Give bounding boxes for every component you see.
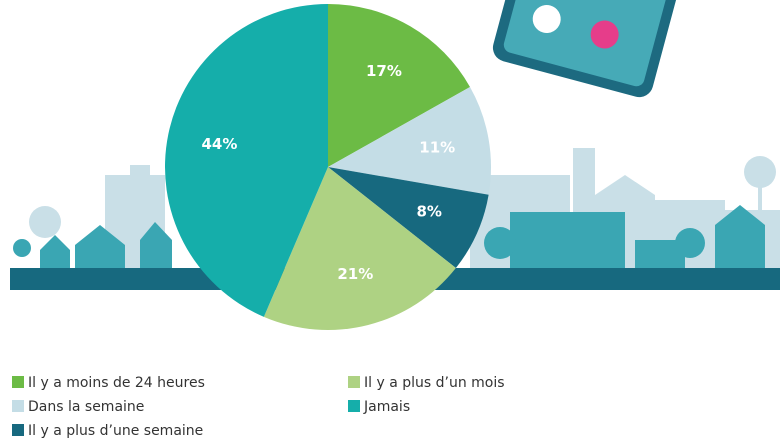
pie-slice	[263, 167, 456, 330]
legend-label: Il y a plus d’un mois	[364, 375, 505, 391]
legend-swatch	[348, 400, 360, 412]
data-label: 11%	[419, 139, 455, 157]
legend-label: Il y a plus d’une semaine	[28, 423, 203, 439]
background-illustration	[10, 0, 780, 290]
data-label: 21%	[337, 265, 373, 283]
data-label: 8%	[416, 203, 441, 221]
legend-swatch	[348, 376, 360, 388]
legend-swatch	[12, 424, 24, 436]
pie-slice	[328, 167, 489, 269]
legend-label: Il y a moins de 24 heures	[28, 375, 205, 391]
legend-swatch	[12, 376, 24, 388]
pie: 17% 11% 8% 21% 44%	[164, 4, 491, 330]
legend-label: Jamais	[363, 399, 410, 415]
legend-swatch	[12, 400, 24, 412]
data-label: 17%	[366, 62, 402, 80]
pie-slice	[328, 4, 470, 167]
legend-label: Dans la semaine	[28, 399, 144, 415]
pie-slice	[164, 4, 328, 317]
legend: Il y a moins de 24 heures Dans la semaine…	[12, 375, 505, 439]
data-label: 44%	[201, 135, 237, 153]
pie-slice	[328, 86, 491, 195]
